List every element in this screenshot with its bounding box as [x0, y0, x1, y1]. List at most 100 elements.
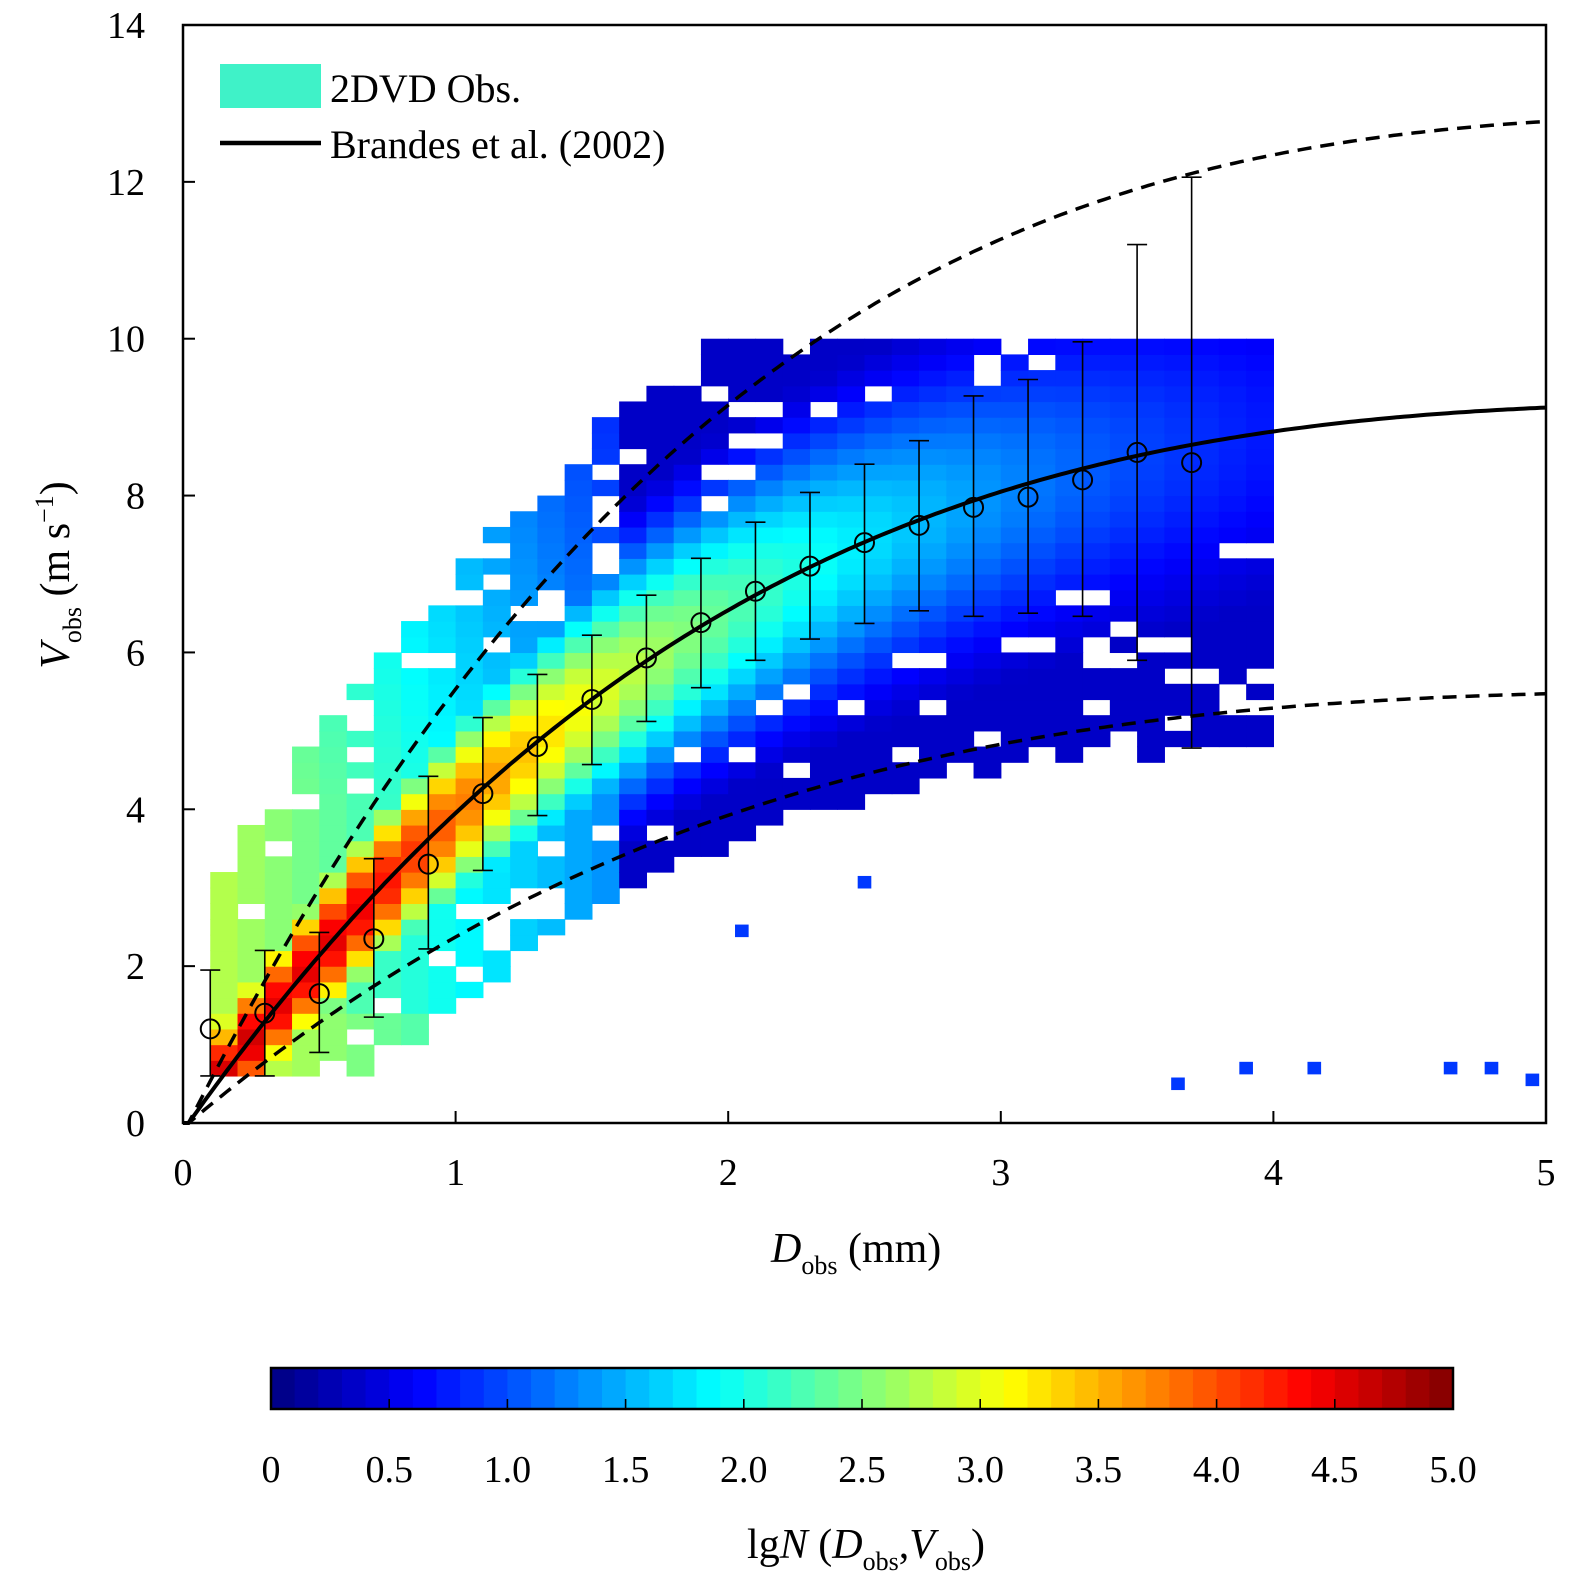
heatmap-cell	[1028, 511, 1056, 528]
heatmap-cell	[837, 385, 866, 403]
colorbar-cell	[932, 1368, 958, 1409]
heatmap-cell	[946, 715, 975, 732]
colorbar-tick-label: 3.5	[1075, 1449, 1123, 1491]
heatmap-cell	[864, 448, 893, 465]
heatmap-cell	[346, 1013, 375, 1030]
heatmap-cell	[700, 840, 729, 857]
heatmap-cell	[1055, 479, 1084, 497]
heatmap-cell	[728, 417, 757, 434]
heatmap-cell	[973, 621, 1002, 638]
heatmap-cell	[564, 464, 593, 481]
colorbar-cell	[318, 1368, 343, 1409]
heatmap-cell	[210, 950, 239, 967]
heatmap-cell	[809, 605, 838, 622]
mean-point	[799, 555, 821, 577]
y-axis-title: Vobs (m s−1)	[30, 481, 87, 668]
heatmap-cell	[1109, 385, 1138, 403]
heatmap-cell	[373, 730, 402, 748]
heatmap-cell	[1191, 448, 1220, 465]
heatmap-cell	[346, 730, 375, 748]
heatmap-cell	[646, 621, 675, 638]
heatmap-cell	[1000, 746, 1029, 763]
heatmap-cell	[1164, 621, 1193, 638]
heatmap-cell	[1164, 542, 1193, 559]
heatmap-cell	[891, 417, 920, 434]
heatmap-cell	[455, 558, 484, 575]
heatmap-cell	[428, 762, 457, 779]
heatmap-cell	[864, 589, 893, 606]
heatmap-cell	[1000, 652, 1029, 669]
heatmap-cell	[319, 746, 348, 763]
heatmap-cell	[510, 777, 538, 795]
heatmap-cell	[809, 479, 838, 497]
heatmap-cell	[700, 762, 729, 779]
heatmap-cell	[755, 605, 784, 622]
heatmap-cell	[1055, 432, 1084, 450]
heatmap-cell	[1028, 652, 1056, 669]
colorbar-cell	[1003, 1368, 1029, 1409]
heatmap-cell	[1191, 495, 1220, 512]
heatmap-cell	[428, 966, 457, 983]
heatmap-cell	[891, 777, 920, 795]
heatmap-cell	[946, 589, 975, 606]
heatmap-cell	[1164, 605, 1193, 622]
heatmap-cell	[864, 605, 893, 622]
heatmap-cell	[755, 809, 784, 826]
heatmap-cell	[1082, 401, 1111, 418]
heatmap-cell	[482, 715, 511, 732]
heatmap-cell	[891, 448, 920, 465]
heatmap-cell	[1246, 511, 1274, 528]
upper-dashed-curve	[183, 119, 1547, 1125]
colorbar-cell	[791, 1368, 816, 1409]
colorbar-cell	[625, 1368, 650, 1409]
heatmap-cell	[673, 464, 702, 481]
heatmap-cell	[1055, 417, 1084, 434]
heatmap-cell	[809, 448, 838, 465]
heatmap-cell	[864, 730, 893, 748]
heatmap-cell	[428, 730, 457, 748]
heatmap-cell	[373, 966, 402, 983]
heatmap-cell	[401, 746, 429, 763]
heatmap-cell	[728, 730, 757, 748]
heatmap-cell	[1028, 683, 1056, 701]
heatmap-cell	[591, 715, 620, 732]
colorbar-cell	[578, 1368, 603, 1409]
heatmap-cell	[428, 793, 457, 810]
heatmap-cell	[1218, 668, 1247, 685]
heatmap-cell	[809, 432, 838, 450]
heatmap-cell	[673, 652, 702, 669]
heatmap-cell	[401, 887, 429, 904]
heatmap-cell	[210, 1013, 239, 1030]
heatmap-cell	[1028, 589, 1056, 606]
heatmap-cell	[319, 824, 348, 842]
colorbar-cell	[554, 1368, 579, 1409]
heatmap-cell	[1246, 385, 1274, 403]
heatmap-cell	[455, 981, 484, 999]
heatmap-cell	[700, 589, 729, 606]
heatmap-cell	[891, 715, 920, 732]
heatmap-cell	[1218, 511, 1247, 528]
heatmap-cell	[1191, 354, 1220, 371]
heatmap-cell	[782, 542, 811, 559]
heatmap-cell	[373, 683, 402, 701]
heatmap-cell	[755, 464, 784, 481]
heatmap-cell	[782, 448, 811, 465]
mean-point	[199, 1018, 221, 1040]
heatmap-cell	[1000, 495, 1029, 512]
heatmap-cell	[537, 793, 566, 810]
heatmap-cell	[1028, 401, 1056, 418]
heatmap-cell	[510, 934, 538, 952]
heatmap-cell	[1109, 668, 1138, 685]
heatmap-cell	[319, 887, 348, 904]
heatmap-cell	[700, 542, 729, 559]
heatmap-cell	[401, 683, 429, 701]
heatmap-cell	[837, 432, 866, 450]
y-tick-label: 8	[126, 476, 145, 518]
heatmap-cell	[973, 699, 1002, 716]
heatmap-cell	[537, 809, 566, 826]
outlier-cell	[857, 875, 872, 889]
heatmap-cell	[973, 668, 1002, 685]
heatmap-cell	[837, 495, 866, 512]
heatmap-cell	[1137, 652, 1165, 669]
colorbar-tick-label: 4.5	[1311, 1449, 1359, 1491]
